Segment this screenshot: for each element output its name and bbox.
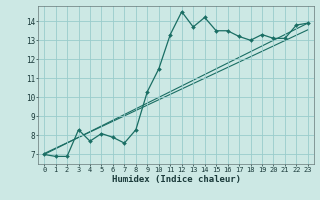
- X-axis label: Humidex (Indice chaleur): Humidex (Indice chaleur): [111, 175, 241, 184]
